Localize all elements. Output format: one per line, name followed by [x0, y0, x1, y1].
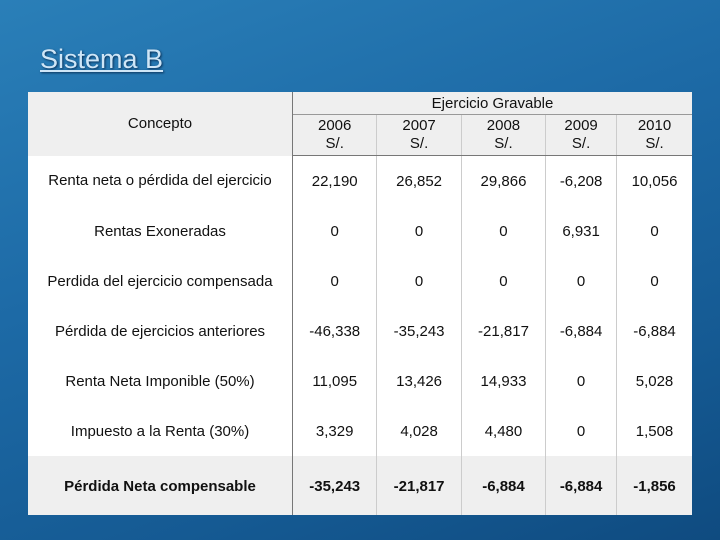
cell-value: -6,884 — [545, 456, 618, 515]
table-panel: Concepto Ejercicio Gravable 2006 S/. 2007 S… — [28, 92, 692, 515]
cell-value: 6,931 — [545, 206, 618, 256]
cell-value: 0 — [376, 256, 462, 306]
cell-value: -35,243 — [376, 306, 462, 356]
table-row: Pérdida Neta compensable -35,243 -21,817 -6… — [28, 456, 692, 515]
cell-value: 11,095 — [292, 356, 378, 406]
cell-value: 0 — [545, 356, 618, 406]
cell-value: -21,817 — [376, 456, 462, 515]
table-row: Perdida del ejercicio compensada 0 0 0 0 0 — [28, 256, 692, 306]
cell-value: 0 — [461, 206, 547, 256]
row-label: Rentas Exoneradas — [28, 206, 293, 256]
unit-label: S/. — [571, 135, 591, 152]
table-row: Pérdida de ejercicios anteriores -46,338-… — [28, 306, 692, 356]
table-row: Renta Neta Imponible (50%) 11,095 13,426 14… — [28, 356, 692, 406]
row-label: Renta neta o pérdida del ejercicio — [28, 155, 293, 206]
unit-label: S/. — [325, 135, 344, 152]
row-label: Renta Neta Imponible (50%) — [28, 356, 293, 406]
year-header: 2006 S/. — [292, 114, 378, 156]
concept-header: Concepto — [28, 92, 293, 156]
cell-value: 0 — [461, 256, 547, 306]
row-label: Pérdida Neta compensable — [28, 456, 293, 515]
cell-value: -1,856 — [616, 456, 692, 515]
cell-value: 4,028 — [376, 406, 462, 456]
cell-value: 0 — [545, 256, 618, 306]
cell-value: -6,884 — [545, 306, 618, 356]
slide-title: Sistema B — [40, 44, 164, 74]
cell-value: 29,866 — [461, 155, 547, 206]
cell-value: 14,933 — [461, 356, 547, 406]
cell-value: -6,208 — [545, 155, 618, 206]
cell-value: -46,338 — [292, 306, 378, 356]
cell-value: 22,190 — [292, 155, 378, 206]
cell-value: 4,480 — [461, 406, 547, 456]
unit-label: S/. — [494, 135, 513, 152]
table-row: Renta neta o pérdida del ejercicio 22,190… — [28, 155, 692, 206]
cell-value: 0 — [376, 206, 462, 256]
cell-value: -35,243 — [292, 456, 378, 515]
unit-label: S/. — [645, 135, 664, 152]
cell-value: 0 — [650, 222, 659, 240]
year-label: 2009 — [564, 117, 598, 134]
year-label: 2008 — [486, 117, 521, 134]
cell-value: 3,329 — [292, 406, 378, 456]
row-label: Pérdida de ejercicios anteriores — [28, 306, 293, 356]
year-header: 2010 S/. — [616, 114, 692, 156]
cell-value: -6,884 — [461, 456, 547, 515]
unit-label: S/. — [409, 135, 429, 152]
cell-value: -6,884 — [633, 322, 676, 340]
year-header: 2009 S/. — [545, 114, 618, 156]
group-header: Ejercicio Gravable — [292, 92, 692, 115]
cell-value: 0 — [650, 272, 659, 290]
row-label: Perdida del ejercicio compensada — [28, 256, 293, 306]
data-table: Concepto Ejercicio Gravable 2006 S/. 2007 S… — [28, 92, 692, 515]
row-label: Impuesto a la Renta (30%) — [28, 406, 293, 456]
year-header: 2008 S/. — [461, 114, 547, 156]
cell-value: 0 — [292, 256, 378, 306]
table-row: Rentas Exoneradas 0 0 0 6,931 0 — [28, 206, 692, 256]
table-row: Impuesto a la Renta (30%) 3,329 4,028 4,480… — [28, 406, 692, 456]
year-label: 2007 — [402, 117, 436, 134]
year-label: 2010 — [637, 117, 672, 134]
cell-value: 1,508 — [635, 422, 674, 440]
cell-value: 13,426 — [376, 356, 462, 406]
year-label: 2006 — [318, 117, 352, 134]
cell-value: 0 — [545, 406, 618, 456]
cell-value: 5,028 — [635, 372, 674, 390]
cell-value: 0 — [292, 206, 378, 256]
year-header: 2007 S/. — [376, 114, 462, 156]
cell-value: 26,852 — [376, 155, 462, 206]
cell-value: -21,817 — [461, 306, 547, 356]
cell-value: 10,056 — [631, 172, 678, 190]
